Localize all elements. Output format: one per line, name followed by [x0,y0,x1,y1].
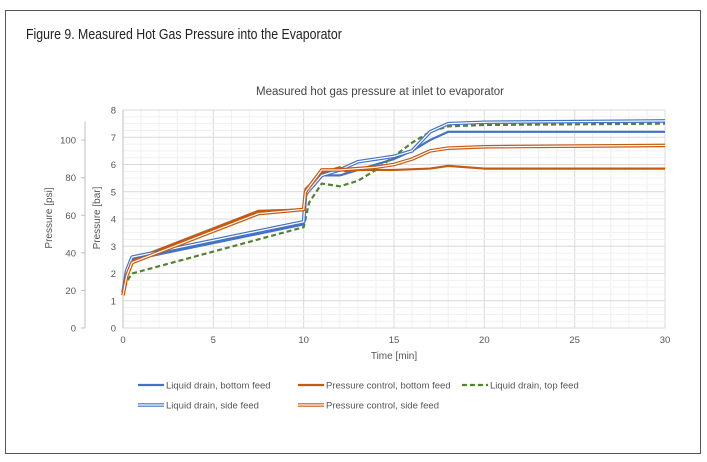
figure-frame [5,10,701,454]
x-axis-label: Time [min] [371,351,418,362]
x-tick-label: 0 [120,335,125,346]
y-tick-label: 6 [111,160,116,171]
legend: Liquid drain, bottom feed Pressure contro… [138,381,579,412]
chart-title: Measured hot gas pressure at inlet to ev… [256,86,504,98]
x-tick-label: 10 [298,335,309,346]
y-tick-label: 0 [111,324,116,335]
legend-label: Liquid drain, bottom feed [166,381,271,392]
x-tick-label: 20 [479,335,490,346]
legend-item: Pressure control, side feed [298,401,439,412]
y-tick-label: 2 [111,269,116,280]
legend-label: Liquid drain, top feed [490,381,579,392]
psi-tick-label: 100 [60,136,76,147]
legend-item: Liquid drain, top feed [462,381,579,392]
psi-tick-label: 80 [65,173,76,184]
y-tick-label: 5 [111,187,116,198]
series-line [121,130,665,293]
figure-title: Figure 9. Measured Hot Gas Pressure into… [26,27,342,43]
y-tick-label: 1 [111,296,116,307]
series-line [121,164,665,296]
y-tick-label: 3 [111,242,116,253]
x-tick-label: 25 [569,335,580,346]
psi-tick-label: 60 [65,211,76,222]
x-tick-label: 5 [211,335,216,346]
y-axis-label-secondary: Pressure [psi] [44,187,55,248]
y-tick-label: 4 [111,215,116,226]
y-axis-label: Pressure [bar] [92,186,103,249]
legend-item: Liquid drain, bottom feed [138,381,271,392]
legend-label: Pressure control, side feed [326,401,439,412]
psi-tick-label: 0 [71,324,76,335]
legend-label: Liquid drain, side feed [166,401,259,412]
legend-item: Liquid drain, side feed [138,401,259,412]
y-tick-label: 8 [111,106,116,117]
series-lines [121,119,666,296]
legend-item: Pressure control, bottom feed [298,381,451,392]
psi-tick-label: 20 [65,286,76,297]
series-pressure-control-side-feed [121,143,666,296]
x-tick-label: 15 [389,335,400,346]
series-liquid-drain-bottom-feed [121,130,665,293]
grid [122,109,666,329]
legend-label: Pressure control, bottom feed [326,381,451,392]
series-line-inner [122,144,666,296]
psi-tick-label: 40 [65,248,76,259]
series-pressure-control-bottom-feed [121,164,665,296]
y-tick-label: 7 [111,133,116,144]
x-tick-label: 30 [660,335,671,346]
